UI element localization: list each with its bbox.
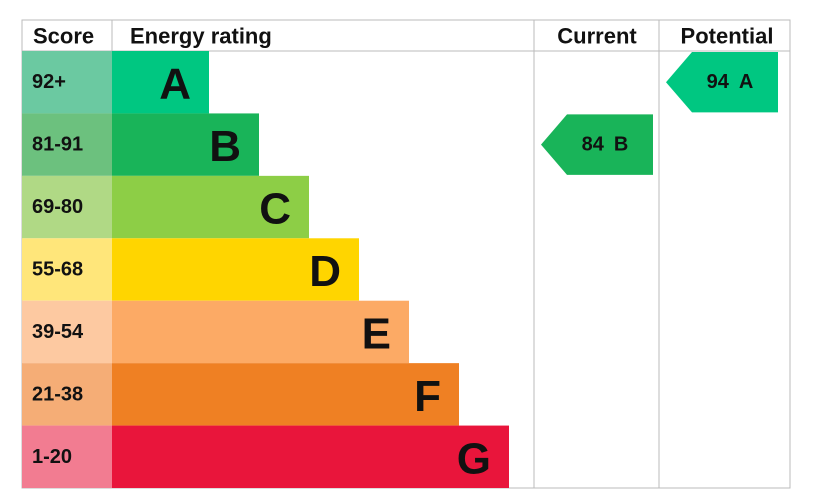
score-cell xyxy=(22,113,112,176)
score-label: 81-91 xyxy=(32,134,83,156)
potential-value: 94 xyxy=(707,71,730,93)
score-label: 92+ xyxy=(32,71,66,93)
score-label: 39-54 xyxy=(32,321,84,343)
potential-label: 94 A xyxy=(707,71,754,93)
rating-letter: B xyxy=(209,122,241,171)
rating-letter: D xyxy=(309,247,341,296)
rating-letter: G xyxy=(457,434,491,483)
potential-arrow xyxy=(666,52,778,113)
header-current: Current xyxy=(557,24,637,49)
rating-bar xyxy=(112,238,359,301)
potential-letter: A xyxy=(739,71,753,93)
header-rating: Energy rating xyxy=(130,24,272,49)
rating-bar xyxy=(112,363,459,426)
score-label: 55-68 xyxy=(32,259,83,281)
rating-bar xyxy=(112,113,259,176)
current-letter: B xyxy=(614,134,628,156)
rating-letter: E xyxy=(362,309,391,358)
score-cell xyxy=(22,238,112,301)
score-cell xyxy=(22,425,112,488)
score-cell xyxy=(22,300,112,364)
score-label: 1-20 xyxy=(32,446,72,468)
current-arrow xyxy=(541,114,653,175)
score-cell xyxy=(22,363,112,426)
rating-letter: F xyxy=(414,372,441,421)
rating-bar xyxy=(112,51,209,114)
rating-bar xyxy=(112,175,309,239)
score-cell xyxy=(22,175,112,239)
score-label: 69-80 xyxy=(32,196,83,218)
score-label: 21-38 xyxy=(32,383,83,405)
rating-bar xyxy=(112,425,509,488)
current-value: 84 xyxy=(582,134,605,156)
header-score: Score xyxy=(33,24,94,49)
current-label: 84 B xyxy=(582,134,629,156)
score-cell xyxy=(22,51,112,114)
rating-letter: A xyxy=(159,60,191,109)
rating-letter: C xyxy=(259,185,291,234)
header-potential: Potential xyxy=(681,24,774,49)
rating-bar xyxy=(112,300,409,364)
